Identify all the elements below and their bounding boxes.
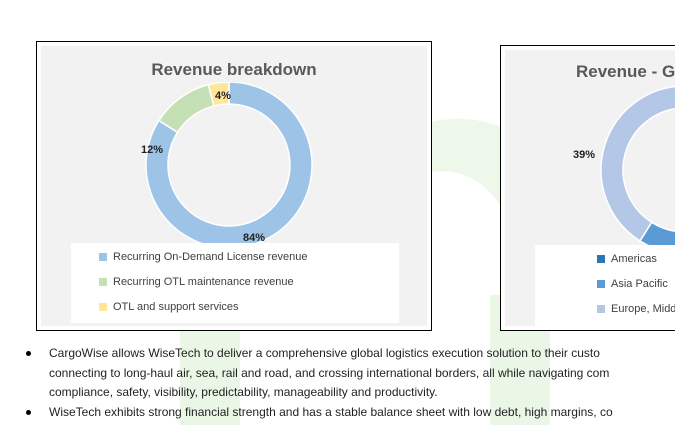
revenue-breakdown-donut: 84% 12% 4% bbox=[141, 82, 313, 249]
bullet-line: compliance, safety, visibility, predicta… bbox=[49, 385, 438, 400]
chart-area: Revenue breakdown 84% 12% 4% Recurring On-… bbox=[41, 46, 427, 326]
chart-legend: Americas Asia Pacific Europe, Midd bbox=[535, 245, 675, 326]
donut-slice bbox=[157, 83, 215, 134]
donut-slice bbox=[145, 82, 313, 249]
revenue-geography-donut: 39% bbox=[573, 85, 675, 250]
revenue-geography-chart: Revenue - Ge 39% Americas Asia Pacific E… bbox=[500, 45, 675, 331]
chart-legend: Recurring On-Demand License revenue Recu… bbox=[71, 243, 399, 323]
bullet-item: CargoWise allows WiseTech to deliver a c… bbox=[0, 344, 675, 403]
legend-swatch bbox=[99, 253, 107, 261]
legend-item: Americas bbox=[597, 253, 657, 265]
chart-area: Revenue - Ge 39% Americas Asia Pacific E… bbox=[505, 50, 675, 326]
chart-title: Revenue - Ge bbox=[576, 62, 675, 81]
bullet-list: CargoWise allows WiseTech to deliver a c… bbox=[0, 344, 675, 422]
legend-item: Recurring OTL maintenance revenue bbox=[99, 276, 294, 288]
data-label: 4% bbox=[215, 90, 231, 102]
legend-swatch bbox=[597, 255, 605, 263]
donut-slice bbox=[600, 85, 675, 242]
legend-label: OTL and support services bbox=[113, 301, 239, 313]
legend-swatch bbox=[99, 278, 107, 286]
data-label: 39% bbox=[573, 149, 595, 161]
data-label: 12% bbox=[141, 144, 163, 156]
donut-slice bbox=[207, 82, 230, 107]
legend-swatch bbox=[597, 305, 605, 313]
legend-item: Europe, Midd bbox=[597, 303, 675, 315]
legend-swatch bbox=[99, 303, 107, 311]
bullet-item: WiseTech exhibits strong financial stren… bbox=[0, 403, 675, 423]
legend-label: Americas bbox=[611, 253, 657, 265]
data-label: 84% bbox=[243, 232, 265, 244]
bullet-line: CargoWise allows WiseTech to deliver a c… bbox=[49, 346, 600, 360]
legend-item: OTL and support services bbox=[99, 301, 239, 313]
legend-item: Recurring On-Demand License revenue bbox=[99, 251, 307, 263]
bullet-dot bbox=[26, 409, 31, 415]
chart-title: Revenue breakdown bbox=[151, 60, 317, 79]
donut-slice bbox=[638, 221, 675, 250]
legend-item: Asia Pacific bbox=[597, 278, 668, 290]
bullet-line: connecting to long-haul air, sea, rail a… bbox=[49, 365, 610, 380]
legend-label: Asia Pacific bbox=[611, 278, 668, 290]
revenue-breakdown-chart: Revenue breakdown 84% 12% 4% Recurring On-… bbox=[36, 41, 432, 331]
legend-label: Recurring On-Demand License revenue bbox=[113, 251, 308, 263]
legend-swatch bbox=[597, 280, 605, 288]
bullet-line: WiseTech exhibits strong financial stren… bbox=[49, 404, 613, 419]
legend-label: Europe, Midd bbox=[611, 303, 675, 315]
legend-label: Recurring OTL maintenance revenue bbox=[113, 276, 294, 288]
bullet-dot bbox=[26, 351, 31, 356]
